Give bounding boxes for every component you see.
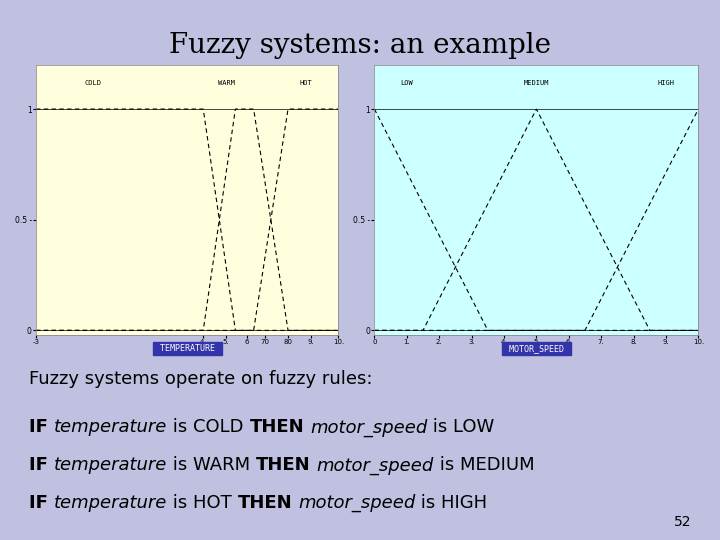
Text: Fuzzy systems: an example: Fuzzy systems: an example	[169, 32, 551, 59]
Text: temperature: temperature	[54, 456, 167, 474]
Text: MEDIUM: MEDIUM	[523, 79, 549, 85]
Text: Fuzzy systems operate on fuzzy rules:: Fuzzy systems operate on fuzzy rules:	[29, 370, 372, 388]
Text: IF: IF	[29, 494, 54, 512]
Text: is HOT: is HOT	[167, 494, 238, 512]
Text: is LOW: is LOW	[427, 418, 495, 436]
Text: WARM: WARM	[217, 79, 235, 85]
Text: HOT: HOT	[300, 79, 312, 85]
Text: is HIGH: is HIGH	[415, 494, 487, 512]
Text: temperature: temperature	[54, 494, 167, 512]
Text: THEN: THEN	[256, 456, 311, 474]
Text: is COLD: is COLD	[167, 418, 250, 436]
Text: temperature: temperature	[54, 418, 167, 436]
Text: is WARM: is WARM	[167, 456, 256, 474]
Text: IF: IF	[29, 456, 54, 474]
Text: MOTOR_SPEED: MOTOR_SPEED	[504, 344, 569, 353]
Text: is MEDIUM: is MEDIUM	[433, 456, 534, 474]
Text: 52: 52	[674, 515, 691, 529]
Text: motor_speed: motor_speed	[310, 418, 427, 437]
Text: THEN: THEN	[250, 418, 304, 436]
Text: LOW: LOW	[400, 79, 413, 85]
Text: IF: IF	[29, 418, 54, 436]
Text: motor_speed: motor_speed	[317, 456, 433, 475]
Text: THEN: THEN	[238, 494, 292, 512]
Text: motor_speed: motor_speed	[298, 494, 415, 512]
Text: TEMPERATURE: TEMPERATURE	[155, 344, 220, 353]
Text: COLD: COLD	[85, 79, 102, 85]
Text: HIGH: HIGH	[657, 79, 675, 85]
